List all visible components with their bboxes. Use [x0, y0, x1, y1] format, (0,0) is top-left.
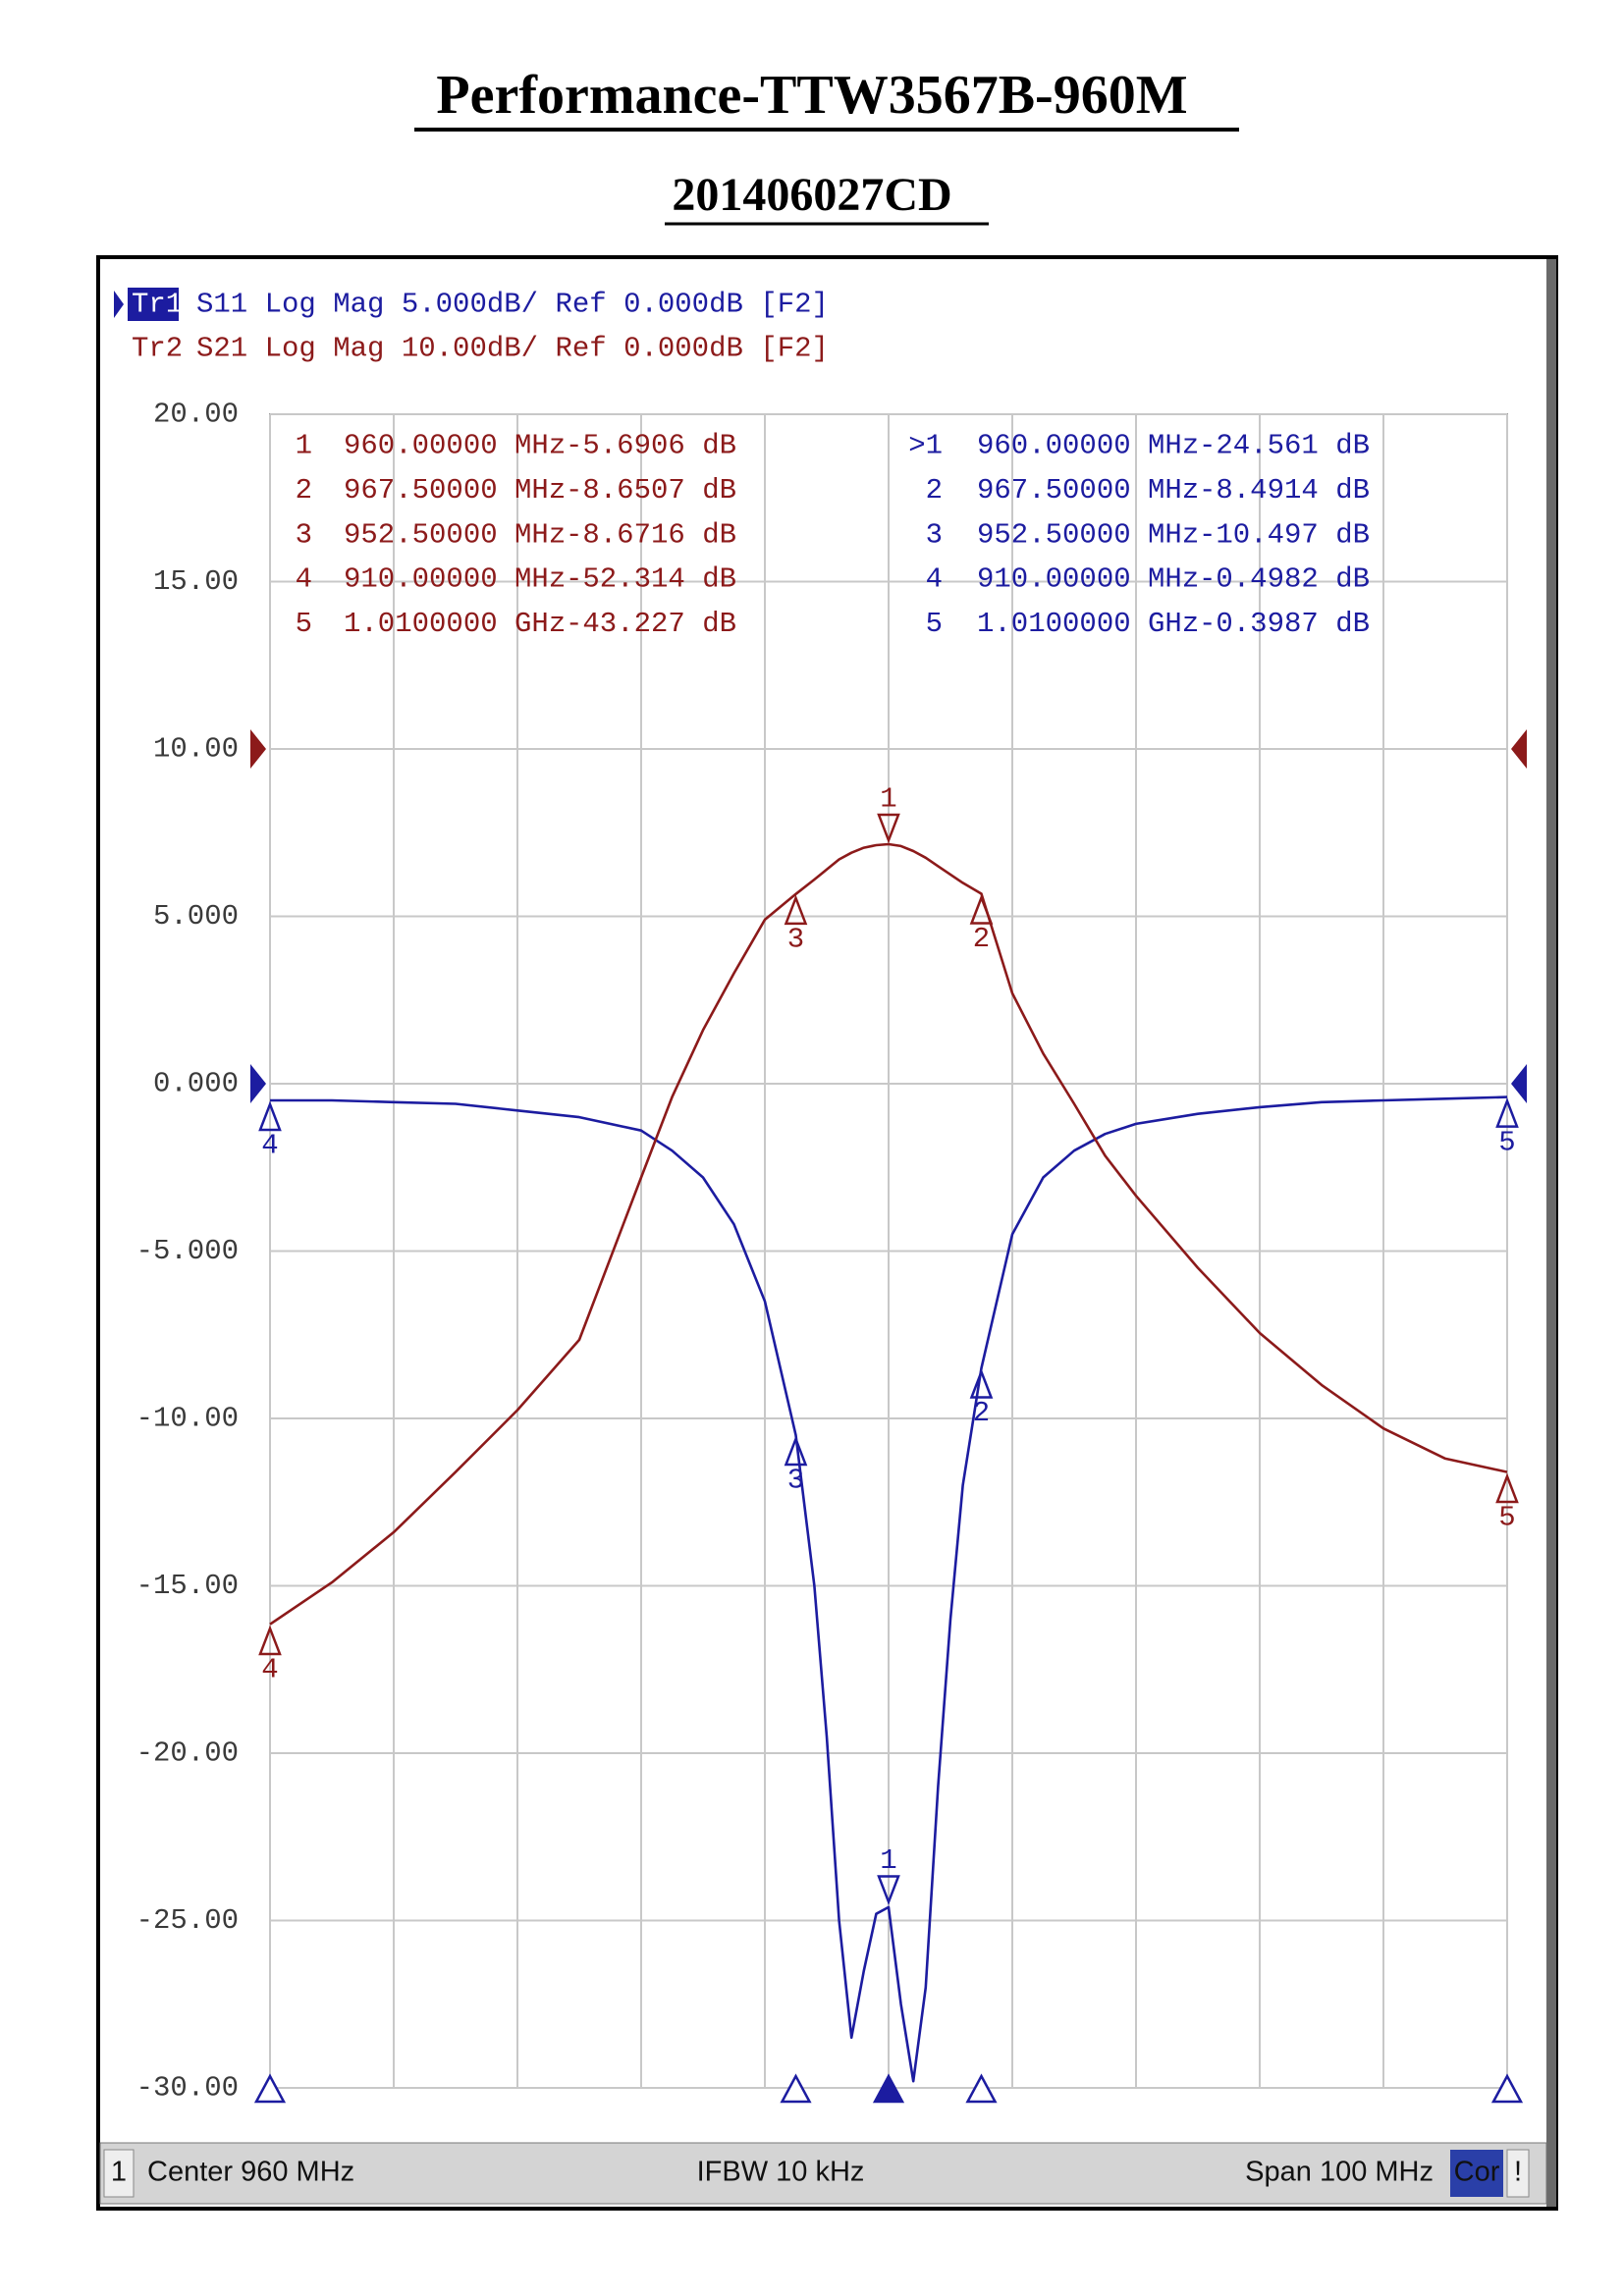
stimulus-marker: [780, 2073, 812, 2104]
y-tick-label: 15.00: [153, 565, 239, 598]
marker-table-id: 4: [926, 563, 943, 596]
marker-table-response: -8.6716 dB: [566, 518, 736, 551]
marker-table-id: 4: [296, 563, 312, 596]
marker-triangle: [784, 894, 808, 926]
trace-header: S21 Log Mag 10.00dB/ Ref 0.000dB [F2]: [196, 333, 829, 365]
marker-table-stimulus: 967.50000 MHz: [344, 474, 566, 507]
channel-number: 1: [111, 2157, 127, 2188]
subtitle: 201406027CD: [672, 169, 951, 221]
status-bar: [99, 2142, 1547, 2205]
marker-table-response: -10.497 dB: [1199, 518, 1370, 551]
marker-triangle: [877, 813, 900, 844]
marker-table-id: 5: [296, 608, 312, 640]
center-frequency: Center 960 MHz: [147, 2157, 354, 2188]
marker-table-id: 2: [296, 474, 312, 507]
screen-edge: [1546, 259, 1556, 2207]
y-tick-label: -10.00: [136, 1403, 239, 1435]
marker-table-response: -52.314 dB: [566, 563, 736, 596]
plot-layer: 20.00 15.00 10.00 5.000 0.000 -5.000 -10.00 -15…: [103, 288, 1530, 2198]
marker-table-response: -43.227 dB: [566, 608, 736, 640]
marker-label: 1: [880, 783, 896, 816]
active-trace-highlight: [128, 288, 179, 321]
marker-table-id: 1: [296, 430, 312, 462]
warning-indicator: !: [1514, 2157, 1522, 2188]
marker-triangle: [1495, 1097, 1519, 1128]
marker-table-response: -5.6906 dB: [566, 430, 736, 462]
marker-table-id: 5: [926, 608, 943, 640]
trace-label: Tr2: [132, 333, 183, 365]
trace-header: S11 Log Mag 5.000dB/ Ref 0.000dB [F2]: [196, 289, 829, 321]
marker-table-stimulus: 952.50000 MHz: [977, 518, 1199, 551]
y-tick-label: -25.00: [136, 1904, 239, 1937]
trace-line: [270, 1095, 1508, 2083]
marker-table-response: -0.3987 dB: [1199, 608, 1370, 640]
marker-triangle: [258, 1100, 282, 1132]
y-tick-label: 0.000: [153, 1068, 239, 1100]
marker-table-id: 2: [926, 474, 943, 507]
marker-label: 5: [1498, 1502, 1515, 1534]
y-tick-label: -30.00: [136, 2072, 239, 2105]
marker-table-response: -8.6507 dB: [566, 474, 736, 507]
marker-table-response: -0.4982 dB: [1199, 563, 1370, 596]
y-tick-label: -20.00: [136, 1737, 239, 1770]
y-tick-label: -15.00: [136, 1570, 239, 1602]
marker-table-id: 3: [296, 518, 312, 551]
marker-label: 2: [973, 1397, 990, 1429]
trace-label: Tr1: [132, 289, 183, 321]
marker-label: 5: [1498, 1126, 1515, 1158]
marker-label: 3: [787, 924, 804, 956]
marker-table-id: >1: [908, 430, 943, 462]
title: Performance-TTW3567B-960M: [436, 65, 1187, 126]
marker-triangle: [1495, 1472, 1519, 1504]
y-tick-label: 5.000: [153, 900, 239, 933]
marker-label: 4: [261, 1130, 278, 1162]
active-trace-pointer: [114, 291, 124, 318]
marker-label: 2: [973, 923, 990, 955]
marker-label: 4: [261, 1654, 278, 1686]
marker-triangle: [877, 1875, 900, 1906]
ref-level-marker: [250, 729, 266, 769]
correction-indicator: Cor: [1454, 2157, 1500, 2188]
marker-triangle: [258, 1625, 282, 1656]
marker-table-stimulus: 910.00000 MHz: [344, 563, 566, 596]
ref-level-marker: [250, 1064, 266, 1103]
stimulus-marker: [1490, 2073, 1524, 2104]
ref-level-marker: [1511, 729, 1527, 769]
marker-table-stimulus: 1.0100000 GHz: [977, 608, 1199, 640]
marker-table-response: -24.561 dB: [1199, 430, 1370, 462]
y-tick-label: -5.000: [136, 1235, 239, 1267]
y-tick-label: 20.00: [153, 399, 239, 431]
stimulus-marker: [965, 2073, 998, 2104]
warning-box: [1506, 2149, 1530, 2198]
marker-label: 1: [880, 1844, 896, 1877]
stimulus-marker: [872, 2073, 905, 2104]
marker-table-id: 3: [926, 518, 943, 551]
marker-triangle: [969, 1368, 994, 1399]
marker-triangle: [784, 1435, 808, 1467]
marker-table-stimulus: 952.50000 MHz: [344, 518, 566, 551]
marker-table-stimulus: 960.00000 MHz: [977, 430, 1199, 462]
y-tick-label: 10.00: [153, 733, 239, 766]
if-bandwidth: IFBW 10 kHz: [697, 2157, 865, 2188]
channel-box: [103, 2149, 135, 2198]
stimulus-marker: [253, 2073, 287, 2104]
marker-table-stimulus: 910.00000 MHz: [977, 563, 1199, 596]
marker-table-stimulus: 967.50000 MHz: [977, 474, 1199, 507]
correction-box: [1450, 2150, 1503, 2197]
marker-table-response: -8.4914 dB: [1199, 474, 1370, 507]
marker-label: 3: [787, 1465, 804, 1497]
trace-line: [269, 842, 1508, 1626]
marker-table-stimulus: 1.0100000 GHz: [344, 608, 566, 640]
ref-level-marker: [1511, 1064, 1527, 1103]
span-frequency: Span 100 MHz: [1245, 2157, 1434, 2188]
marker-table-stimulus: 960.00000 MHz: [344, 430, 566, 462]
marker-triangle: [969, 894, 994, 925]
